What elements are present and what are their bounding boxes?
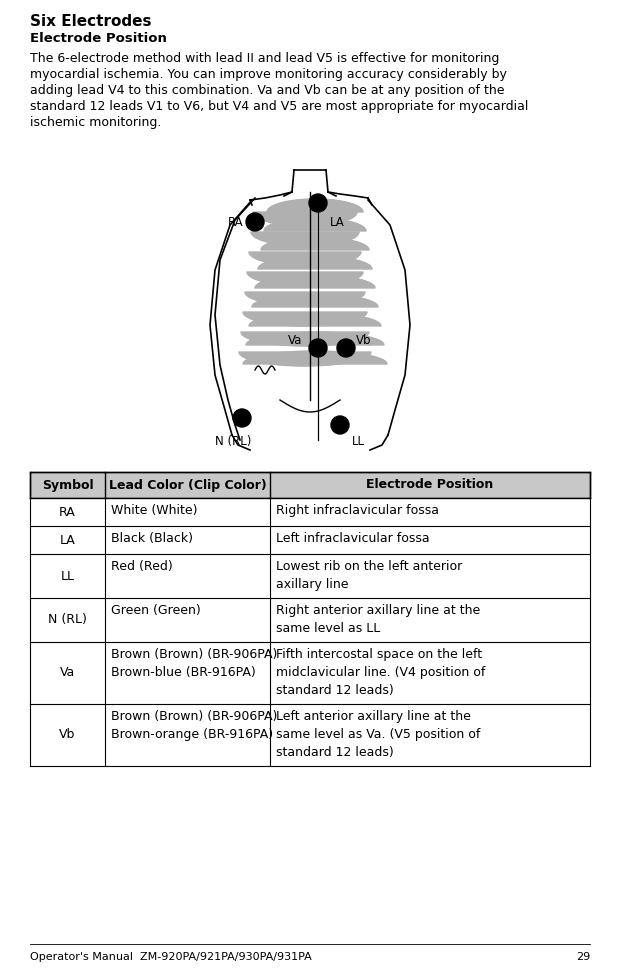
Polygon shape: [252, 294, 378, 307]
Text: myocardial ischemia. You can improve monitoring accuracy considerably by: myocardial ischemia. You can improve mon…: [30, 68, 507, 81]
Text: adding lead V4 to this combination. Va and Vb can be at any position of the: adding lead V4 to this combination. Va a…: [30, 84, 504, 97]
Polygon shape: [249, 313, 381, 326]
Text: LA: LA: [330, 215, 345, 229]
Text: RA: RA: [59, 506, 76, 519]
Polygon shape: [264, 218, 366, 231]
Text: LL: LL: [352, 435, 365, 448]
Text: Green (Green): Green (Green): [111, 604, 201, 617]
Text: Right infraclavicular fossa: Right infraclavicular fossa: [276, 504, 439, 517]
Text: standard 12 leads V1 to V6, but V4 and V5 are most appropriate for myocardial: standard 12 leads V1 to V6, but V4 and V…: [30, 100, 529, 113]
Text: 29: 29: [576, 952, 590, 962]
Text: Va: Va: [60, 667, 75, 679]
Text: N (RL): N (RL): [48, 614, 87, 627]
Text: Lead Color (Clip Color): Lead Color (Clip Color): [108, 479, 266, 491]
Bar: [30, 598, 590, 642]
Text: Symbol: Symbol: [41, 479, 93, 491]
Polygon shape: [249, 252, 361, 266]
Text: Fifth intercostal space on the left
midclavicular line. (V4 position of
standard: Fifth intercostal space on the left midc…: [276, 648, 485, 697]
Text: Va: Va: [288, 334, 302, 346]
Bar: [30, 554, 590, 598]
Bar: [30, 526, 590, 554]
Text: Operator's Manual  ZM-920PA/921PA/930PA/931PA: Operator's Manual ZM-920PA/921PA/930PA/9…: [30, 952, 312, 962]
Polygon shape: [239, 352, 371, 366]
Circle shape: [233, 409, 251, 427]
Bar: [30, 704, 590, 766]
Polygon shape: [245, 292, 365, 306]
Text: Brown (Brown) (BR-906PA)
Brown-blue (BR-916PA): Brown (Brown) (BR-906PA) Brown-blue (BR-…: [111, 648, 277, 679]
Polygon shape: [253, 212, 357, 226]
Text: Left anterior axillary line at the
same level as Va. (V5 position of
standard 12: Left anterior axillary line at the same …: [276, 710, 480, 759]
Text: Vb: Vb: [59, 729, 76, 741]
Text: RA: RA: [228, 215, 244, 229]
Text: LA: LA: [59, 533, 76, 547]
Text: Black (Black): Black (Black): [111, 532, 193, 545]
Text: Brown (Brown) (BR-906PA)
Brown-orange (BR-916PA): Brown (Brown) (BR-906PA) Brown-orange (B…: [111, 710, 277, 741]
Text: Red (Red): Red (Red): [111, 560, 173, 573]
Polygon shape: [258, 256, 372, 269]
Text: Six Electrodes: Six Electrodes: [30, 14, 152, 29]
Polygon shape: [243, 351, 387, 364]
Text: Right anterior axillary line at the
same level as LL: Right anterior axillary line at the same…: [276, 604, 480, 635]
Text: White (White): White (White): [111, 504, 197, 517]
Bar: [30, 642, 590, 704]
Text: Left infraclavicular fossa: Left infraclavicular fossa: [276, 532, 430, 545]
Text: Electrode Position: Electrode Position: [366, 479, 493, 491]
Text: N (RL): N (RL): [215, 435, 251, 448]
Polygon shape: [247, 272, 363, 286]
Text: The 6-electrode method with lead II and lead V5 is effective for monitoring: The 6-electrode method with lead II and …: [30, 52, 500, 65]
Polygon shape: [267, 199, 363, 212]
Circle shape: [331, 416, 349, 434]
Bar: [30, 498, 590, 526]
Text: LL: LL: [61, 569, 74, 583]
Polygon shape: [261, 237, 369, 250]
Polygon shape: [251, 232, 359, 246]
Circle shape: [337, 339, 355, 357]
Text: Lowest rib on the left anterior
axillary line: Lowest rib on the left anterior axillary…: [276, 560, 462, 591]
Circle shape: [309, 194, 327, 212]
Circle shape: [309, 339, 327, 357]
Bar: [30, 472, 590, 498]
Circle shape: [246, 213, 264, 231]
Text: ischemic monitoring.: ischemic monitoring.: [30, 116, 162, 129]
Polygon shape: [243, 312, 367, 326]
Polygon shape: [255, 275, 375, 288]
Polygon shape: [246, 332, 384, 345]
Polygon shape: [241, 332, 369, 346]
Text: Vb: Vb: [356, 334, 371, 346]
Text: Electrode Position: Electrode Position: [30, 32, 167, 45]
